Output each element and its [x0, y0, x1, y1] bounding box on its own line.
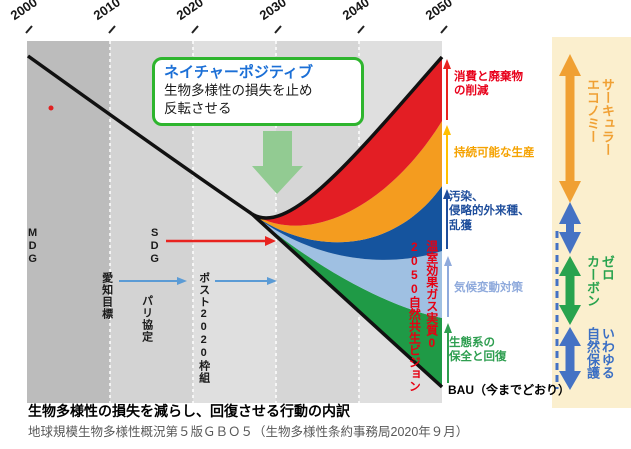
- diamond-double-arrow-icon: [559, 202, 581, 254]
- label-pollution-invasives: 汚染、 侵略的外来種、 乱獲: [449, 191, 530, 232]
- label-bau: BAU（今までどおり）: [448, 383, 570, 397]
- label-nature-protection: いわゆる 自然保護: [584, 327, 615, 379]
- wedge-orange-production: [252, 121, 442, 243]
- wedge-lightblue-climate: [252, 214, 442, 318]
- label-circular-economy: サーキュラー エコノミー: [584, 78, 615, 156]
- orange-extent-arrow-icon: [443, 125, 451, 184]
- wedge-darkblue-pollution: [252, 186, 442, 260]
- sdg-arrow-icon: [166, 236, 276, 246]
- red-dot-marker: [48, 105, 54, 111]
- wedge-extent-arrows: [443, 59, 452, 383]
- historical-decline-line: [26, 54, 253, 216]
- label-ecosystem-restoration: 生態系の 保全と回復: [449, 337, 507, 364]
- label-2050-vision-note: 温室効果ガス実質0 2050自然共生ビジョン: [407, 240, 439, 392]
- caption-title: 生物多様性の損失を減らし、回復させる行動の内訳: [28, 403, 350, 419]
- label-post2020-framework: ポスト2020枠組: [197, 272, 210, 384]
- label-consumption-waste: 消費と廃棄物 の削減: [454, 71, 523, 98]
- nature-positive-callout: ネイチャーポジティブ 生物多様性の損失を止め 反転させる: [152, 57, 364, 127]
- aichi-arrow-icon: [119, 277, 187, 285]
- label-climate-action: 気候変動対策: [454, 282, 523, 294]
- darkblue-extent-arrow-icon: [443, 189, 451, 249]
- nature-protection-arrow-icon: [559, 327, 581, 390]
- label-zero-carbon: ゼロ カーボン: [584, 255, 615, 307]
- lightblue-extent-arrow-icon: [444, 256, 452, 317]
- circular-economy-arrow-icon: [559, 54, 581, 203]
- timeline-arrows: [119, 236, 277, 285]
- label-paris-agreement: パリ協定: [140, 295, 153, 343]
- label-sustainable-production: 持続可能な生産: [454, 147, 535, 159]
- bau-line: [250, 212, 444, 389]
- red-extent-arrow-icon: [443, 59, 451, 120]
- axis-tick-marks: [25, 25, 448, 34]
- trend-lines: [26, 54, 444, 389]
- label-aichi-targets: 愛知目標: [100, 272, 113, 320]
- down-arrow-icon: [252, 131, 303, 194]
- post2020-arrow-icon: [215, 277, 277, 285]
- side-panel-graphics: [552, 37, 631, 408]
- callout-title: ネイチャーポジティブ: [164, 64, 313, 81]
- wedge-red-consumption: [252, 57, 442, 226]
- green-extent-arrow-icon: [444, 323, 452, 383]
- label-sdg: SDG: [148, 227, 161, 266]
- zero-carbon-arrow-icon: [559, 256, 581, 325]
- callout-body: 生物多様性の損失を止め 反転させる: [164, 83, 313, 116]
- caption-source: 地球規模生物多様性概況第５版ＧＢＯ５（生物多様性条約事務局2020年９月）: [28, 425, 469, 439]
- label-mdg: MDG: [26, 227, 39, 266]
- nature-positive-curve: [251, 55, 444, 220]
